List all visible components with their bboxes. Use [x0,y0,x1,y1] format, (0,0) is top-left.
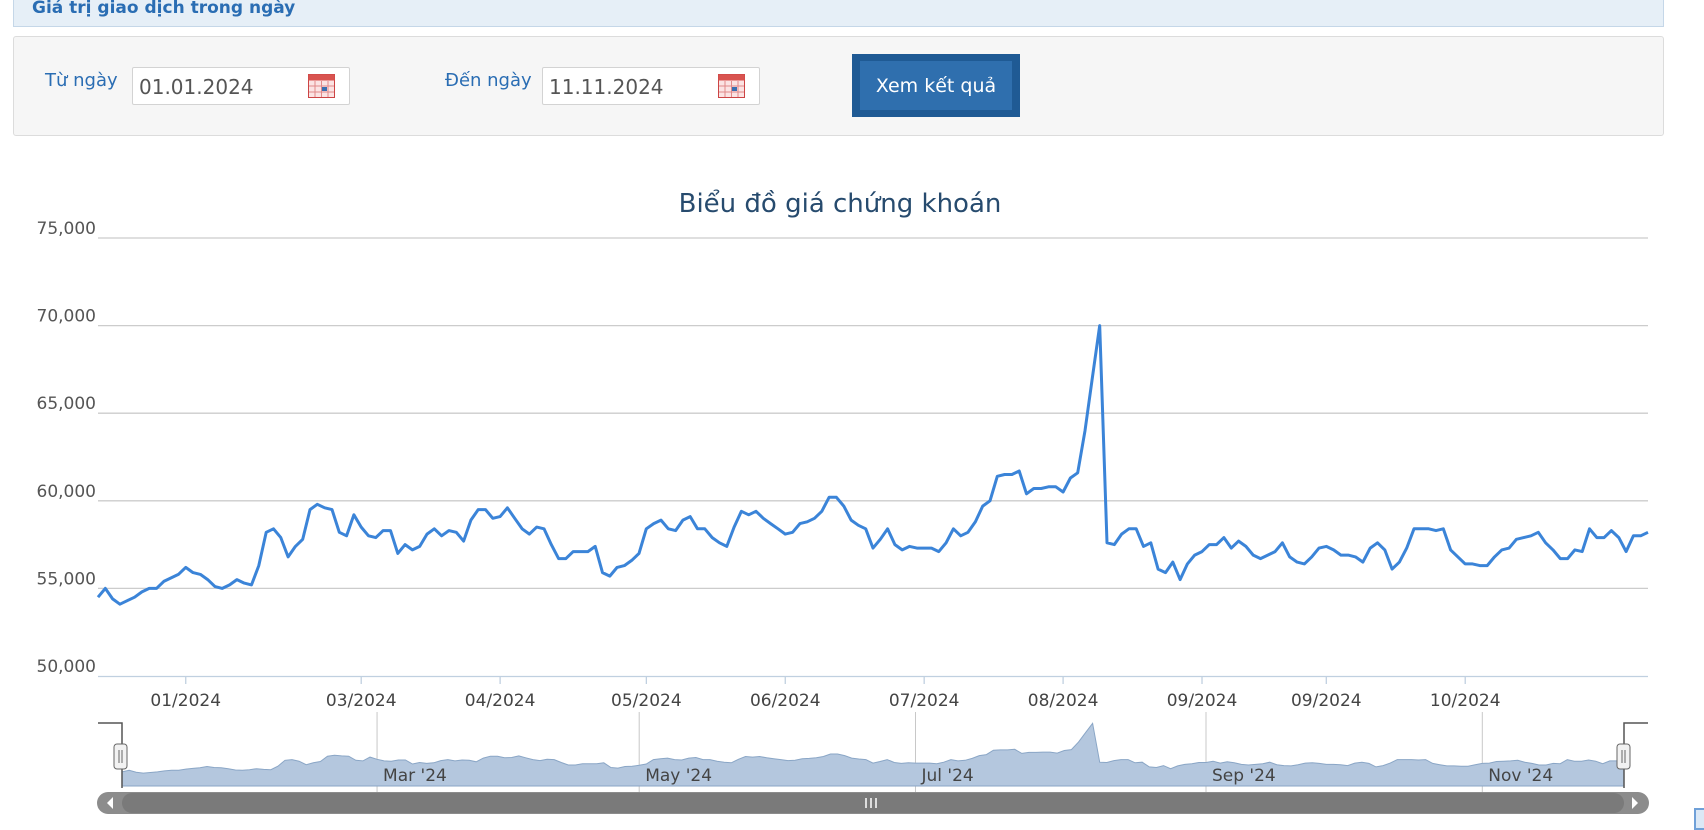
navigator-right-handle[interactable] [1616,743,1631,770]
stock-price-chart: Biểu đồ giá chứng khoán 75,000 70,000 65,0… [37,188,1649,814]
section-header-title: Giá trị giao dịch trong ngày [32,0,296,18]
navigator-label: Mar '24 [383,766,447,786]
view-results-label: Xem kết quả [860,61,1012,110]
price-points [98,326,1648,605]
chart-grid [98,237,1648,590]
x-tick-label: 08/2024 [1028,691,1099,711]
from-date-input[interactable]: 01.01.2024 [132,67,350,105]
y-tick-label: 55,000 [37,569,96,589]
to-date-input[interactable]: 11.11.2024 [542,67,760,105]
x-axis: 01/2024 03/2024 04/2024 05/2024 06/2024 07/20… [98,675,1648,711]
view-results-button[interactable]: Xem kết quả [852,54,1020,117]
x-tick-label: 05/2024 [611,691,682,711]
y-tick-label: 60,000 [37,482,96,502]
y-axis: 75,000 70,000 65,000 60,000 55,000 50,000 [37,219,96,677]
navigator-label: May '24 [645,766,712,786]
navigator-label: Sep '24 [1212,766,1276,786]
corner-resize-icon [1694,808,1704,830]
from-date-value: 01.01.2024 [139,75,254,99]
navigator-label: Jul '24 [921,766,974,786]
x-tick-label: 03/2024 [326,691,397,711]
x-tick-label: 09/2024 [1291,691,1362,711]
to-date-label: Đến ngày [445,70,532,91]
from-date-label: Từ ngày [45,70,118,91]
y-tick-label: 65,000 [37,394,96,414]
date-filter-panel: Từ ngày 01.01.2024 Đến ngày 11.11.2024 [13,36,1664,136]
x-tick-label: 07/2024 [889,691,960,711]
calendar-icon[interactable] [718,74,745,98]
x-tick-label: 04/2024 [465,691,536,711]
scroll-left-arrow-icon[interactable] [107,797,113,809]
scroll-right-arrow-icon[interactable] [1632,797,1638,809]
x-tick-label: 10/2024 [1430,691,1501,711]
x-tick-label: 06/2024 [750,691,821,711]
scrollbar-grip-icon [865,798,877,808]
y-tick-label: 75,000 [37,219,96,239]
navigator-area [121,722,1625,787]
x-tick-label: 01/2024 [150,691,221,711]
navigator-left-handle[interactable] [113,743,128,770]
price-series-line [96,324,1649,606]
y-tick-label: 50,000 [37,657,96,677]
calendar-icon[interactable] [308,74,335,98]
navigator-scrollbar[interactable] [97,792,1649,814]
y-tick-label: 70,000 [37,307,96,327]
navigator-label: Nov '24 [1488,766,1553,786]
section-header-bar: Giá trị giao dịch trong ngày [13,0,1664,27]
x-tick-label: 09/2024 [1167,691,1238,711]
chart-title: Biểu đồ giá chứng khoán [679,188,1002,219]
to-date-value: 11.11.2024 [549,75,664,99]
navigator[interactable]: Mar '24 May '24 Jul '24 Sep '24 Nov '24 [97,712,1649,814]
navigator-labels: Mar '24 May '24 Jul '24 Sep '24 Nov '24 [383,766,1553,786]
